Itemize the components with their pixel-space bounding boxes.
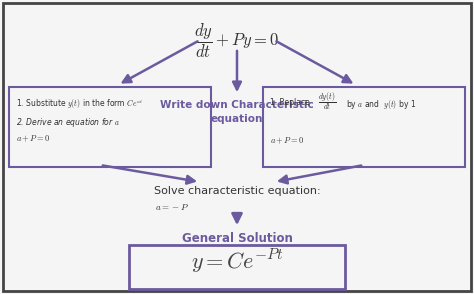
- Text: Solve characteristic equation:: Solve characteristic equation:: [154, 186, 320, 196]
- Text: $a + P = 0$: $a + P = 0$: [16, 134, 50, 144]
- Text: 1. Replace: 1. Replace: [270, 98, 310, 107]
- Text: 2. Derive an equation for $a$: 2. Derive an equation for $a$: [16, 116, 120, 129]
- Text: General Solution: General Solution: [182, 232, 292, 245]
- FancyBboxPatch shape: [3, 3, 471, 291]
- Text: by $a$ and  $y(t)$ by 1: by $a$ and $y(t)$ by 1: [346, 98, 416, 111]
- Text: Write down Characteristic
equation: Write down Characteristic equation: [160, 100, 314, 124]
- Text: $\dfrac{dy}{dt} + Py = 0$: $\dfrac{dy}{dt} + Py = 0$: [194, 22, 280, 60]
- Text: $y = Ce^{-Pt}$: $y = Ce^{-Pt}$: [191, 248, 283, 276]
- FancyBboxPatch shape: [129, 245, 345, 289]
- Text: 1. Substitute $y(t)$ in the form $Ce^{at}$: 1. Substitute $y(t)$ in the form $Ce^{at…: [16, 98, 143, 111]
- Text: $\dfrac{dy(t)}{dt}$: $\dfrac{dy(t)}{dt}$: [318, 91, 337, 112]
- FancyBboxPatch shape: [9, 87, 211, 167]
- FancyBboxPatch shape: [263, 87, 465, 167]
- Text: $a + P = 0$: $a + P = 0$: [270, 136, 304, 146]
- Text: $a = -P$: $a = -P$: [155, 202, 189, 212]
